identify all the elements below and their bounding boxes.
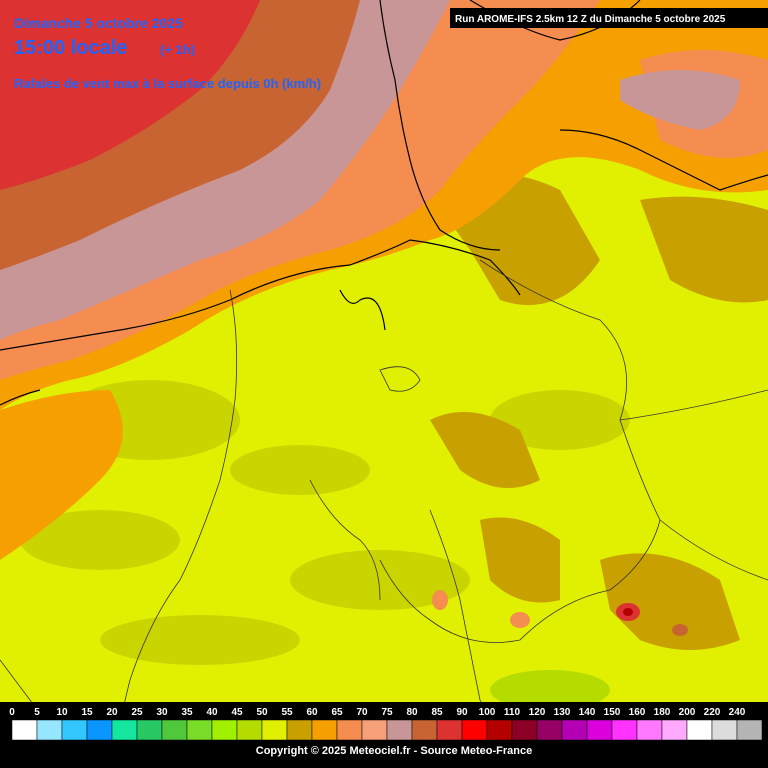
legend-swatch: [636, 719, 663, 741]
legend-label: 25: [131, 707, 143, 718]
legend-swatch: [336, 719, 363, 741]
legend: 0 5 10 15 20 25 30 35 40 45 50 55 60 65 70 75 80 85 90 100 1…: [9, 707, 763, 741]
legend-swatch: [111, 719, 138, 741]
run-info: Run AROME-IFS 2.5km 12 Z du Dimanche 5 o…: [455, 14, 726, 25]
legend-swatch: [411, 719, 438, 741]
legend-label: 35: [181, 707, 193, 718]
legend-label: 110: [504, 707, 521, 718]
legend-swatch: [661, 719, 688, 741]
date: Dimanche 5 octobre 2025: [14, 15, 183, 31]
legend-label: 0: [9, 707, 15, 718]
legend-swatch: [261, 719, 288, 741]
legend-label: 45: [231, 707, 243, 718]
run-box: [450, 8, 768, 28]
legend-swatch: [361, 719, 388, 741]
legend-swatch: [711, 719, 738, 741]
legend-swatch: [736, 719, 763, 741]
legend-swatch: [286, 719, 313, 741]
legend-label: 80: [406, 707, 418, 718]
legend-label: 15: [81, 707, 93, 718]
legend-label: 70: [356, 707, 368, 718]
legend-label: 200: [679, 707, 696, 718]
legend-label: 55: [281, 707, 293, 718]
legend-label: 160: [629, 707, 646, 718]
legend-label: 5: [34, 707, 40, 718]
legend-swatch: [236, 719, 263, 741]
legend-label: 50: [256, 707, 268, 718]
legend-swatch: [186, 719, 213, 741]
legend-label: 40: [206, 707, 218, 718]
legend-swatch: [311, 719, 338, 741]
legend-swatch: [86, 719, 113, 741]
legend-swatch: [486, 719, 513, 741]
legend-swatch: [136, 719, 163, 741]
legend-label: 75: [381, 707, 393, 718]
legend-swatch: [161, 719, 188, 741]
time: 15:00 locale: [14, 37, 127, 59]
legend-label: 140: [579, 707, 596, 718]
copyright: Copyright © 2025 Meteociel.fr - Source M…: [256, 745, 532, 757]
legend-label: 85: [431, 707, 443, 718]
legend-label: 150: [604, 707, 621, 718]
legend-label: 20: [106, 707, 118, 718]
legend-label: 100: [479, 707, 496, 718]
legend-label: 65: [331, 707, 343, 718]
legend-swatch: [436, 719, 463, 741]
legend-swatch: [561, 719, 588, 741]
legend-swatch: [461, 719, 488, 741]
legend-swatch: [11, 719, 38, 741]
legend-swatch: [61, 719, 88, 741]
legend-swatch: [611, 719, 638, 741]
legend-swatch: [386, 719, 413, 741]
time-offset: (+ 1h): [160, 42, 195, 57]
legend-swatch: [511, 719, 538, 741]
legend-label: 30: [156, 707, 168, 718]
legend-label: 240: [729, 707, 746, 718]
legend-label: 90: [456, 707, 468, 718]
legend-label: 220: [704, 707, 721, 718]
legend-label: 60: [306, 707, 318, 718]
legend-swatch: [36, 719, 63, 741]
legend-label: 120: [529, 707, 546, 718]
legend-swatch: [211, 719, 238, 741]
parameter: Rafales de vent max à la surface depuis …: [14, 76, 321, 91]
legend-swatch: [686, 719, 713, 741]
legend-swatch: [586, 719, 613, 741]
legend-label: 10: [56, 707, 68, 718]
legend-label: 130: [554, 707, 571, 718]
legend-label: 180: [654, 707, 671, 718]
legend-swatch: [536, 719, 563, 741]
